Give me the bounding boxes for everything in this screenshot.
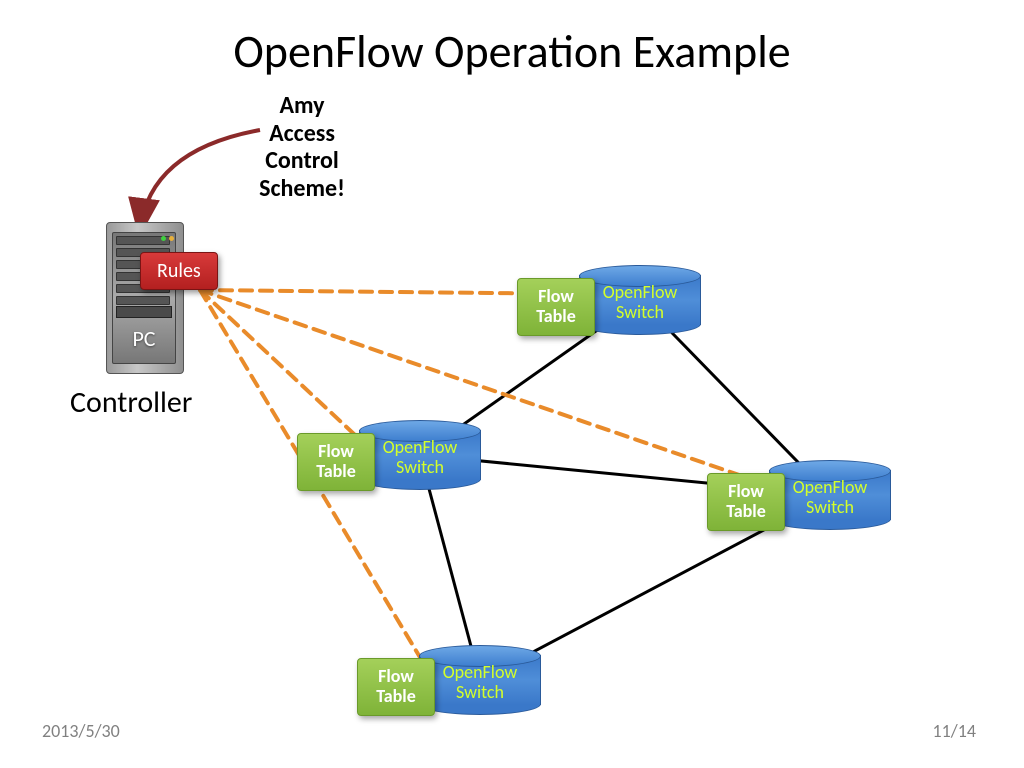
openflow-switch-bottom: OpenFlowSwitch [419,645,541,715]
footer-page: 11/14 [933,720,976,742]
openflow-switch-top: OpenFlowSwitch [579,265,701,335]
slide-title: OpenFlow Operation Example [0,24,1024,80]
slide: OpenFlow Operation Example AmyAccessCont… [0,0,1024,768]
flow-table-left: FlowTable [297,433,375,491]
openflow-switch-right: OpenFlowSwitch [769,460,891,530]
footer-date: 2013/5/30 [42,720,120,742]
controller-label: Controller [70,384,192,421]
controller-server-icon: PC [100,222,188,372]
openflow-switch-left: OpenFlowSwitch [359,420,481,490]
rules-badge: Rules [140,252,218,290]
flow-table-right: FlowTable [707,473,785,531]
flow-table-top: FlowTable [517,278,595,336]
dashed-edges [200,290,780,674]
flow-table-bottom: FlowTable [357,658,435,716]
pc-label: PC [100,325,188,352]
annotation-text: AmyAccessControlScheme! [232,92,372,202]
